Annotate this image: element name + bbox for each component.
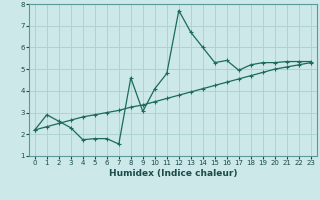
X-axis label: Humidex (Indice chaleur): Humidex (Indice chaleur) bbox=[108, 169, 237, 178]
